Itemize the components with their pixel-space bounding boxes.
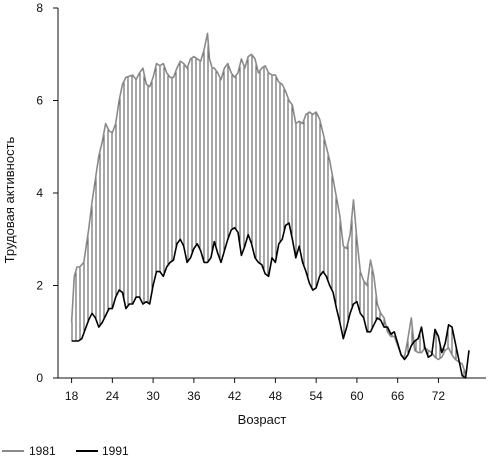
y-tick-label: 8 — [36, 1, 43, 15]
legend: 1981 1991 — [2, 444, 129, 458]
x-tick-label: 66 — [391, 389, 405, 403]
x-tick-label: 48 — [269, 389, 283, 403]
series-line-1991 — [71, 222, 470, 379]
x-tick-label: 18 — [65, 389, 79, 403]
x-tick-label: 42 — [228, 389, 242, 403]
y-ticks: 0 2 4 6 8 — [36, 1, 58, 385]
x-tick-label: 24 — [106, 389, 120, 403]
x-ticks: 18 24 30 36 42 48 54 60 66 72 — [65, 378, 446, 403]
legend-label-1981: 1981 — [29, 444, 56, 458]
x-tick-label: 30 — [146, 389, 160, 403]
x-tick-label: 72 — [432, 389, 446, 403]
y-tick-label: 0 — [36, 371, 43, 385]
x-tick-label: 54 — [309, 389, 323, 403]
x-axis-title: Возраст — [238, 412, 287, 427]
legend-label-1991: 1991 — [102, 444, 129, 458]
y-axis-title: Трудовая активность — [2, 136, 17, 263]
hatch-fill — [71, 40, 465, 377]
series-line-1981 — [70, 32, 467, 374]
x-tick-label: 60 — [350, 389, 364, 403]
y-tick-label: 2 — [36, 279, 43, 293]
y-tick-label: 6 — [36, 94, 43, 108]
series-lines — [70, 32, 470, 379]
y-tick-label: 4 — [36, 186, 43, 200]
x-tick-label: 36 — [187, 389, 201, 403]
